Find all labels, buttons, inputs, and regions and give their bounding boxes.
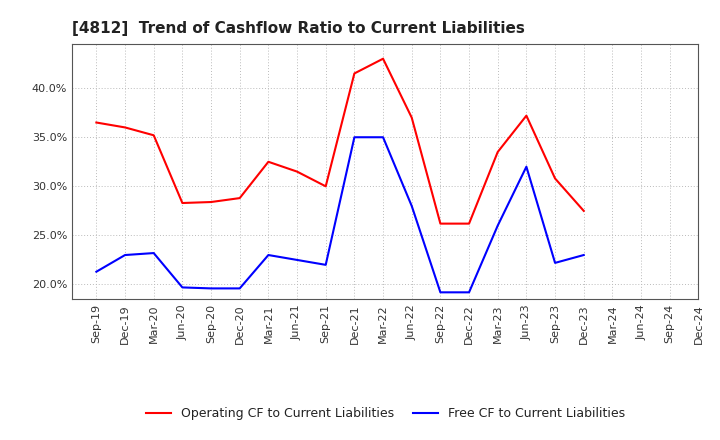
Operating CF to Current Liabilities — [264, 159, 273, 165]
Operating CF to Current Liabilities — [92, 120, 101, 125]
Free CF to Current Liabilities — [551, 260, 559, 265]
Operating CF to Current Liabilities — [293, 169, 302, 174]
Free CF to Current Liabilities — [379, 135, 387, 140]
Operating CF to Current Liabilities — [235, 195, 244, 201]
Operating CF to Current Liabilities — [149, 132, 158, 138]
Free CF to Current Liabilities — [235, 286, 244, 291]
Free CF to Current Liabilities — [321, 262, 330, 268]
Operating CF to Current Liabilities — [551, 176, 559, 181]
Free CF to Current Liabilities — [522, 164, 531, 169]
Operating CF to Current Liabilities — [321, 183, 330, 189]
Free CF to Current Liabilities — [264, 253, 273, 258]
Line: Free CF to Current Liabilities: Free CF to Current Liabilities — [96, 137, 584, 292]
Operating CF to Current Liabilities — [207, 199, 215, 205]
Operating CF to Current Liabilities — [464, 221, 473, 226]
Operating CF to Current Liabilities — [121, 125, 130, 130]
Free CF to Current Liabilities — [493, 223, 502, 228]
Operating CF to Current Liabilities — [379, 56, 387, 61]
Free CF to Current Liabilities — [464, 290, 473, 295]
Free CF to Current Liabilities — [408, 203, 416, 209]
Operating CF to Current Liabilities — [436, 221, 445, 226]
Legend: Operating CF to Current Liabilities, Free CF to Current Liabilities: Operating CF to Current Liabilities, Fre… — [140, 403, 630, 425]
Free CF to Current Liabilities — [436, 290, 445, 295]
Line: Operating CF to Current Liabilities: Operating CF to Current Liabilities — [96, 59, 584, 224]
Free CF to Current Liabilities — [121, 253, 130, 258]
Operating CF to Current Liabilities — [178, 200, 186, 205]
Free CF to Current Liabilities — [207, 286, 215, 291]
Free CF to Current Liabilities — [350, 135, 359, 140]
Free CF to Current Liabilities — [580, 253, 588, 258]
Operating CF to Current Liabilities — [580, 208, 588, 213]
Free CF to Current Liabilities — [178, 285, 186, 290]
Operating CF to Current Liabilities — [522, 113, 531, 118]
Operating CF to Current Liabilities — [408, 115, 416, 120]
Operating CF to Current Liabilities — [350, 71, 359, 76]
Operating CF to Current Liabilities — [493, 149, 502, 154]
Free CF to Current Liabilities — [92, 269, 101, 275]
Free CF to Current Liabilities — [149, 250, 158, 256]
Free CF to Current Liabilities — [293, 257, 302, 263]
Text: [4812]  Trend of Cashflow Ratio to Current Liabilities: [4812] Trend of Cashflow Ratio to Curren… — [72, 21, 525, 36]
